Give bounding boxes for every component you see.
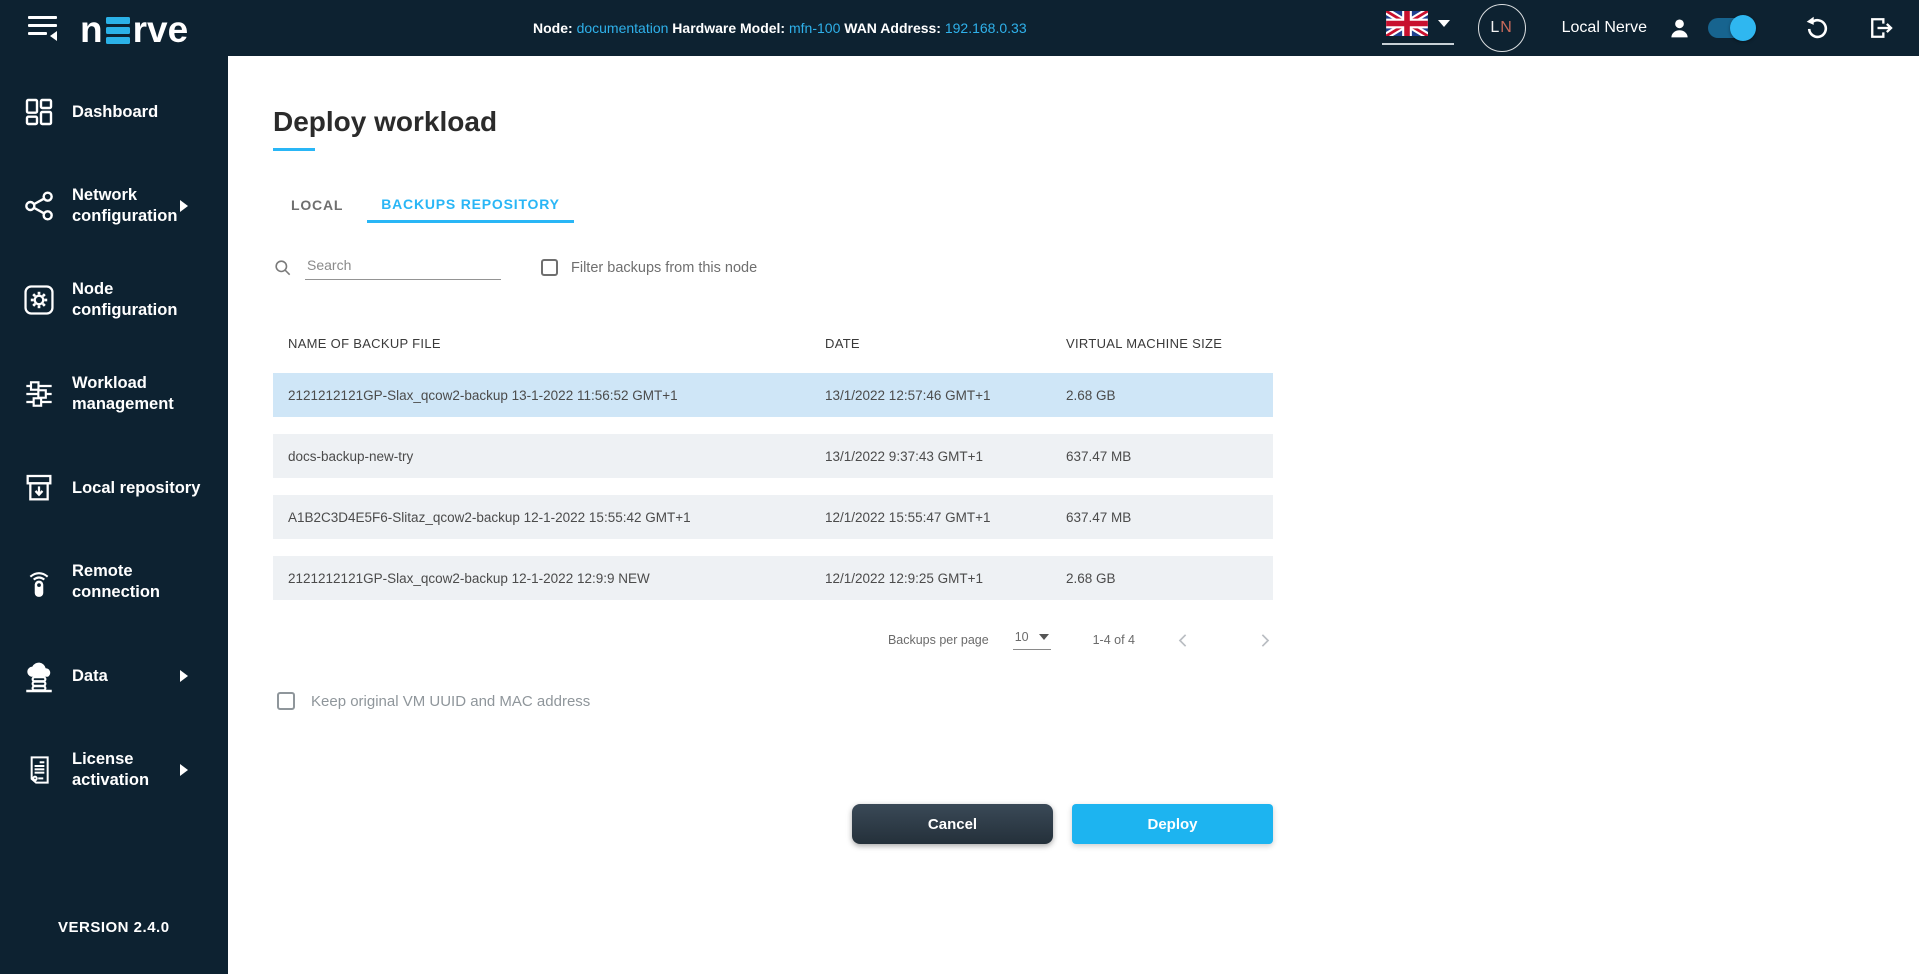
chevron-right-icon xyxy=(180,670,188,682)
sidebar-item-data[interactable]: Data xyxy=(0,629,228,723)
network-icon xyxy=(22,189,56,223)
language-selector[interactable] xyxy=(1381,11,1454,45)
search-input[interactable] xyxy=(305,255,501,280)
local-repository-icon xyxy=(22,471,56,505)
avatar-initial-2: N xyxy=(1500,19,1513,36)
person-icon[interactable] xyxy=(1667,16,1692,41)
uk-flag-icon xyxy=(1385,11,1428,36)
sidebar: Dashboard Network configuration xyxy=(0,56,228,974)
previous-page-icon[interactable] xyxy=(1175,632,1192,649)
nerve-logo: n rve xyxy=(80,9,188,51)
sidebar-item-node-configuration[interactable]: Node configuration xyxy=(0,253,228,347)
per-page-value: 10 xyxy=(1014,630,1029,644)
cell-backup-date: 13/1/2022 12:57:46 GMT+1 xyxy=(825,387,991,403)
filter-backups-checkbox[interactable]: Filter backups from this node xyxy=(541,259,757,276)
per-page-select[interactable]: 10 xyxy=(1012,630,1051,650)
page-title: Deploy workload xyxy=(273,106,498,137)
column-header-size: VIRTUAL MACHINE SIZE xyxy=(1066,336,1223,351)
sidebar-item-dashboard[interactable]: Dashboard xyxy=(0,65,228,159)
sidebar-item-label: Local repository xyxy=(72,478,201,497)
table-row[interactable]: 2121212121GP-Slax_qcow2-backup 12-1-2022… xyxy=(273,556,1273,600)
sidebar-item-label: Data xyxy=(72,666,108,685)
title-underline xyxy=(273,148,315,151)
cell-backup-name: 2121212121GP-Slax_qcow2-backup 13-1-2022… xyxy=(288,387,678,403)
logo-e-bars-icon xyxy=(105,16,130,44)
tab-backups-repository[interactable]: BACKUPS REPOSITORY xyxy=(367,187,574,223)
top-header: n rve Node: documentation Hardware Model… xyxy=(0,0,1919,56)
node-info-bar: Node: documentation Hardware Model: mfn-… xyxy=(533,0,1027,56)
sidebar-item-label: Remote connection xyxy=(72,562,161,601)
column-header-date: DATE xyxy=(825,336,860,351)
sidebar-item-label: License activation xyxy=(72,750,150,789)
sidebar-item-label: Network configuration xyxy=(72,186,178,225)
sidebar-item-label: Workload management xyxy=(72,374,174,413)
deploy-button[interactable]: Deploy xyxy=(1072,804,1273,844)
table-row[interactable]: docs-backup-new-try 13/1/2022 9:37:43 GM… xyxy=(273,434,1273,478)
theme-toggle[interactable] xyxy=(1708,15,1756,41)
sidebar-item-license-activation[interactable]: License activation xyxy=(0,723,228,817)
user-name: Local Nerve xyxy=(1561,19,1647,36)
table-header-row: NAME OF BACKUP FILE DATE VIRTUAL MACHINE… xyxy=(273,336,1273,351)
license-icon xyxy=(22,753,56,787)
next-page-icon[interactable] xyxy=(1256,632,1273,649)
cell-backup-size: 2.68 GB xyxy=(1066,387,1116,403)
checkbox-icon[interactable] xyxy=(541,259,558,276)
sidebar-item-workload-management[interactable]: Workload management xyxy=(0,347,228,441)
data-cloud-icon xyxy=(22,659,56,693)
main-content: Deploy workload LOCAL BACKUPS REPOSITORY… xyxy=(228,56,1919,974)
table-row[interactable]: 2121212121GP-Slax_qcow2-backup 13-1-2022… xyxy=(273,373,1273,417)
column-header-name: NAME OF BACKUP FILE xyxy=(288,336,441,351)
chevron-down-icon xyxy=(1038,634,1049,640)
wan-address-label: WAN Address: xyxy=(844,20,941,36)
dashboard-icon xyxy=(22,95,56,129)
cell-backup-name: 2121212121GP-Slax_qcow2-backup 12-1-2022… xyxy=(288,570,650,586)
avatar[interactable]: L N xyxy=(1477,4,1526,52)
chevron-right-icon xyxy=(180,200,188,212)
cell-backup-date: 12/1/2022 15:55:47 GMT+1 xyxy=(825,509,991,525)
menu-toggle-icon[interactable] xyxy=(28,16,58,41)
keep-uuid-checkbox[interactable]: Keep original VM UUID and MAC address xyxy=(277,692,1273,710)
hardware-model-value: mfn-100 xyxy=(789,20,841,36)
sidebar-item-remote-connection[interactable]: Remote connection xyxy=(0,535,228,629)
logo-text-rve: rve xyxy=(132,9,189,50)
search-icon xyxy=(273,258,293,278)
hardware-model-label: Hardware Model: xyxy=(672,20,786,36)
per-page-label: Backups per page xyxy=(887,633,989,647)
cell-backup-date: 12/1/2022 12:9:25 GMT+1 xyxy=(825,570,983,586)
node-value: documentation xyxy=(576,20,669,36)
sidebar-item-local-repository[interactable]: Local repository xyxy=(0,441,228,535)
checkbox-icon[interactable] xyxy=(277,692,295,710)
logo-text-n: n xyxy=(80,9,103,50)
avatar-initial-1: L xyxy=(1490,19,1501,36)
logout-icon[interactable] xyxy=(1867,14,1895,42)
tab-local[interactable]: LOCAL xyxy=(291,197,344,213)
chevron-down-icon xyxy=(1437,20,1450,27)
sliders-icon xyxy=(22,377,56,411)
cancel-button[interactable]: Cancel xyxy=(852,804,1053,844)
keep-uuid-label: Keep original VM UUID and MAC address xyxy=(311,692,591,710)
sidebar-item-label: Node configuration xyxy=(72,280,178,319)
node-label: Node: xyxy=(533,20,573,36)
pagination-bar: Backups per page 10 1-4 of 4 xyxy=(273,630,1273,650)
chevron-right-icon xyxy=(180,764,188,776)
cell-backup-size: 2.68 GB xyxy=(1066,570,1116,586)
table-row[interactable]: A1B2C3D4E5F6-Slitaz_qcow2-backup 12-1-20… xyxy=(273,495,1273,539)
cell-backup-size: 637.47 MB xyxy=(1066,509,1132,525)
refresh-icon[interactable] xyxy=(1804,15,1831,42)
tab-bar: LOCAL BACKUPS REPOSITORY xyxy=(273,187,1273,223)
sidebar-item-label: Dashboard xyxy=(72,102,159,121)
filter-backups-label: Filter backups from this node xyxy=(571,259,758,276)
version-label: VERSION 2.4.0 xyxy=(58,919,170,936)
remote-connection-icon xyxy=(22,565,56,599)
cell-backup-name: A1B2C3D4E5F6-Slitaz_qcow2-backup 12-1-20… xyxy=(288,509,691,525)
sidebar-item-network-configuration[interactable]: Network configuration xyxy=(0,159,228,253)
node-configuration-icon xyxy=(22,283,56,317)
cell-backup-size: 637.47 MB xyxy=(1066,448,1132,464)
cell-backup-name: docs-backup-new-try xyxy=(288,448,414,464)
backups-table: NAME OF BACKUP FILE DATE VIRTUAL MACHINE… xyxy=(273,336,1273,600)
wan-address-value: 192.168.0.33 xyxy=(944,20,1027,36)
page-range: 1-4 of 4 xyxy=(1092,633,1135,647)
cell-backup-date: 13/1/2022 9:37:43 GMT+1 xyxy=(825,448,983,464)
